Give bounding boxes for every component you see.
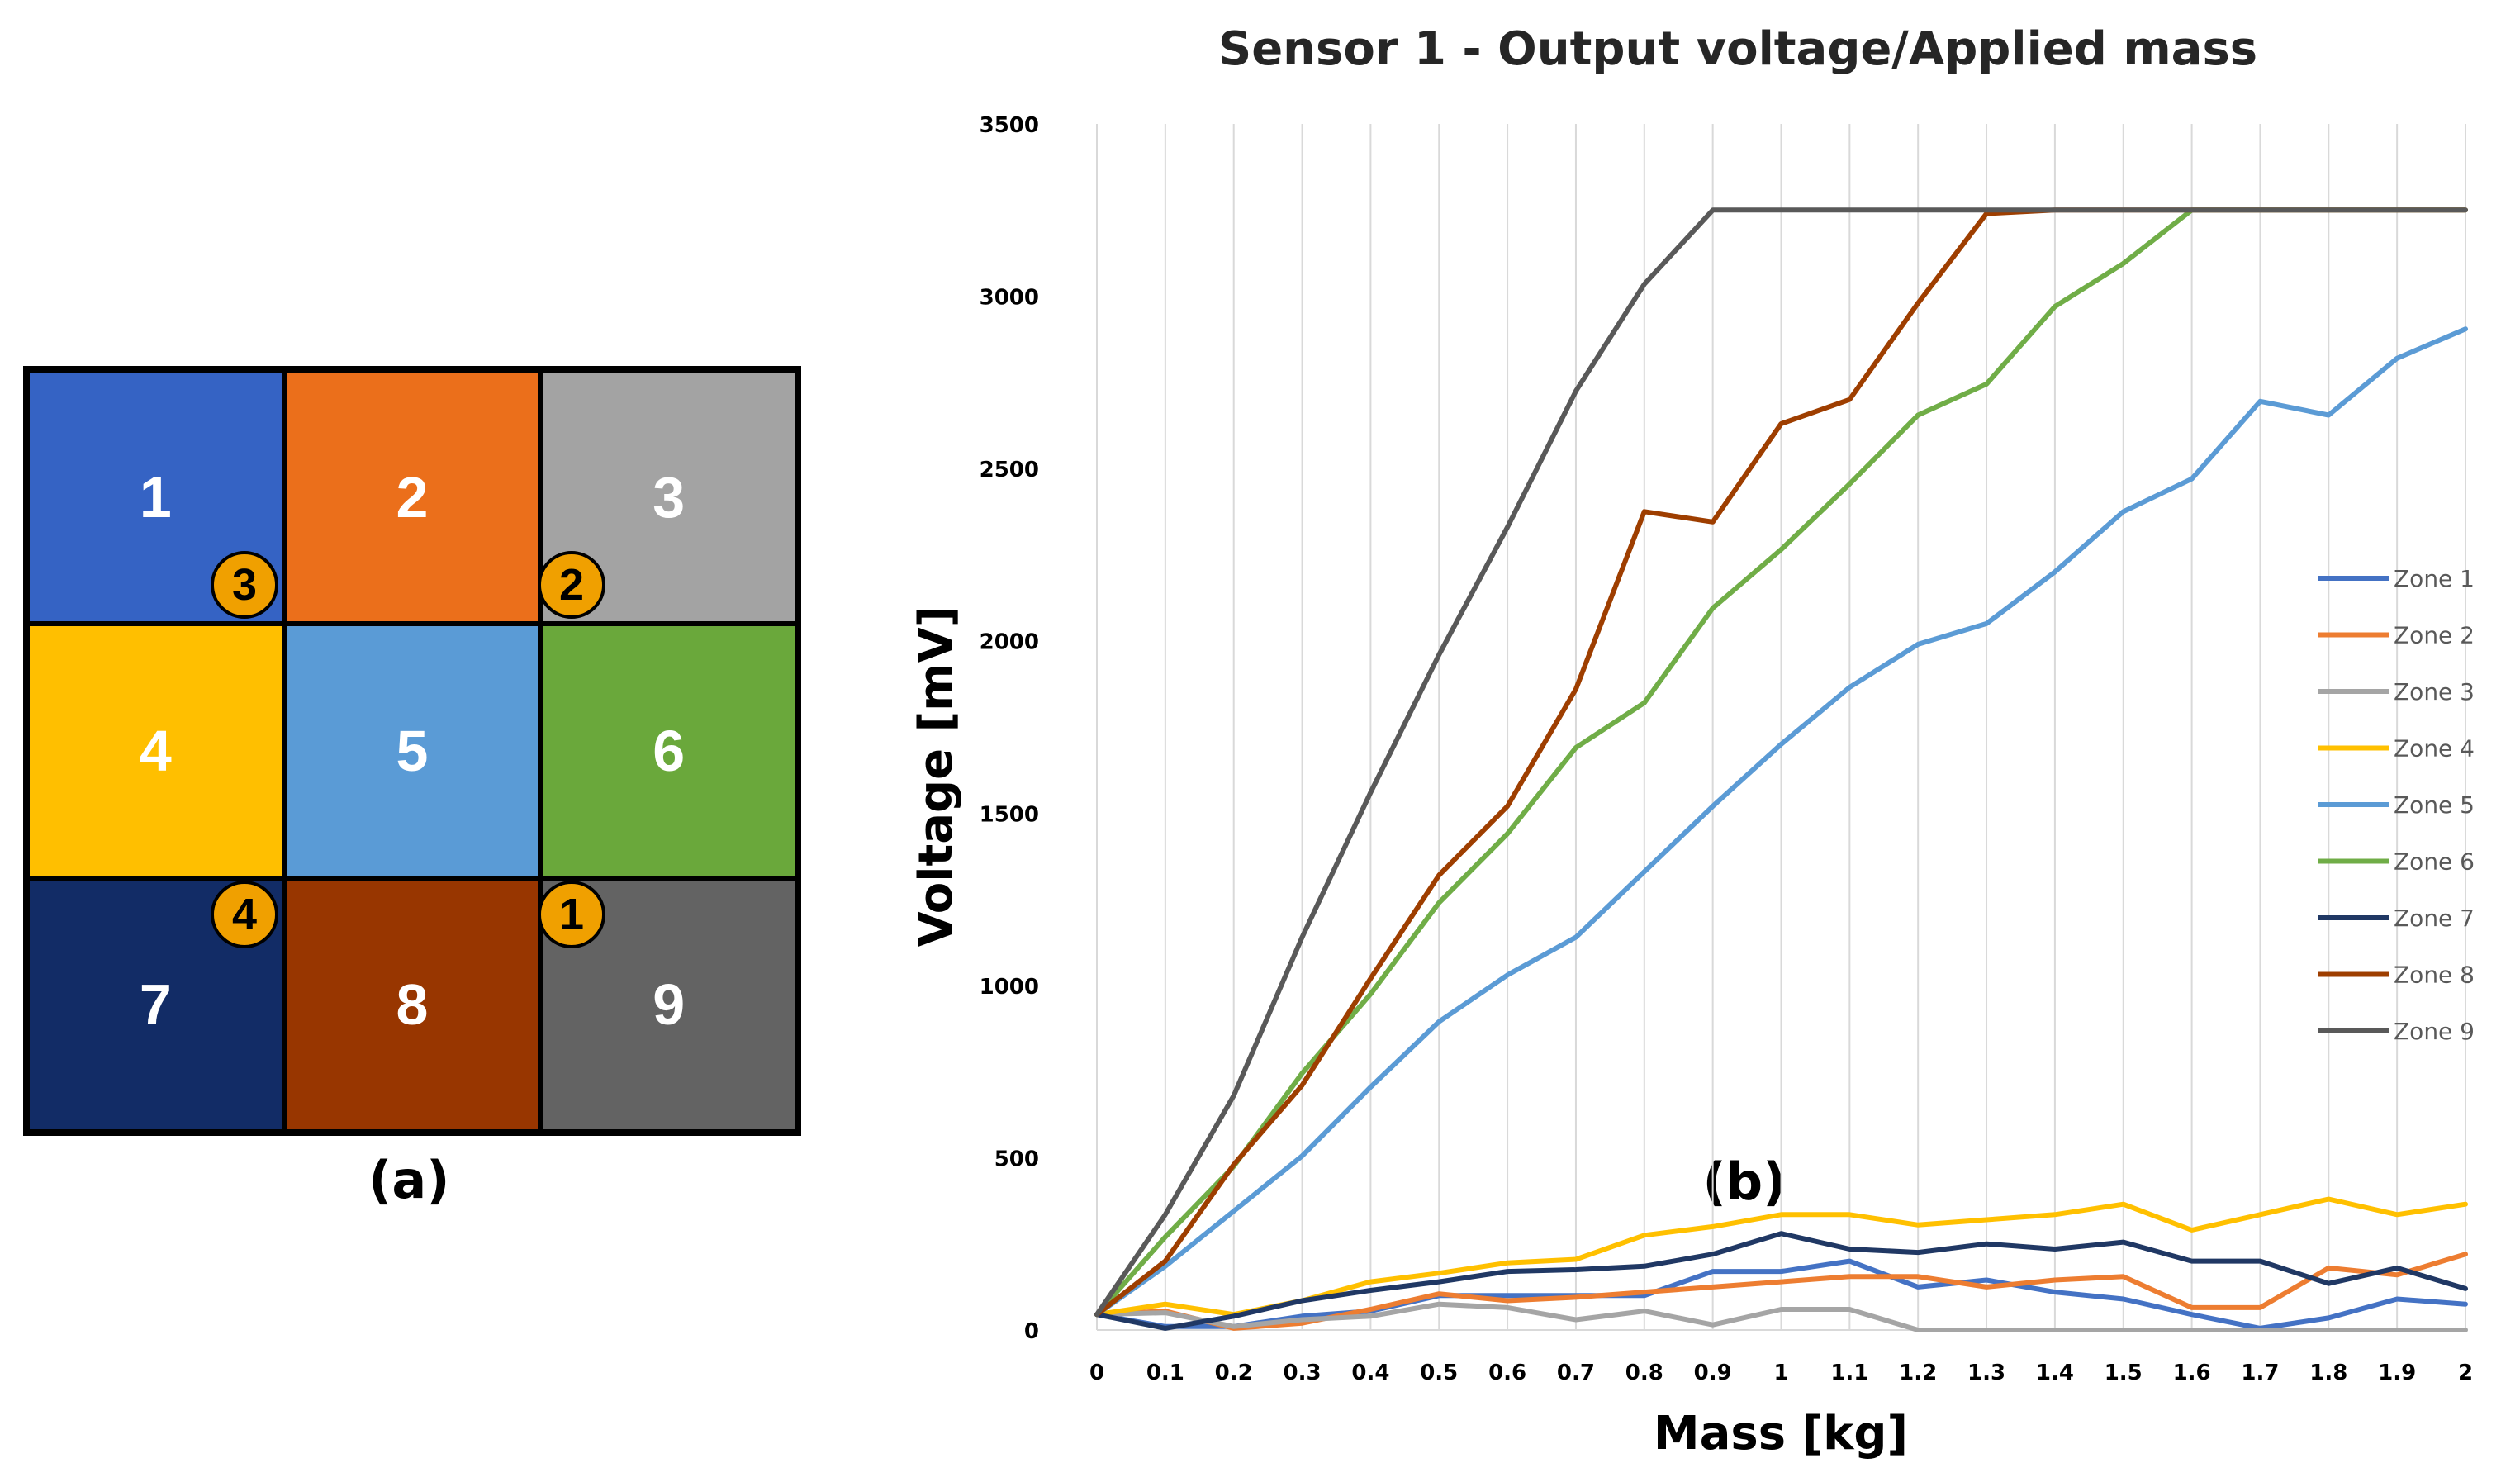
x-tick-label: 1.4 (2036, 1361, 2074, 1385)
y-tick-label: 3500 (980, 113, 1039, 138)
legend-label-zone-5: Zone 5 (2394, 791, 2475, 819)
x-tick-label: 0.2 (1215, 1361, 1253, 1385)
marker-1: 1 (538, 881, 605, 948)
legend-label-zone-9: Zone 9 (2394, 1018, 2475, 1045)
x-axis-label: Mass [kg] (1654, 1407, 1908, 1461)
x-tick-label: 0 (1089, 1361, 1104, 1385)
zone-cell-6: 6 (543, 626, 795, 876)
y-tick-label: 500 (994, 1147, 1039, 1171)
legend-label-zone-1: Zone 1 (2394, 565, 2475, 592)
x-tick-label: 0.3 (1284, 1361, 1322, 1385)
series-line-zone-1 (1094, 1258, 2468, 1331)
zone-cell-5: 5 (286, 626, 539, 876)
x-tick-label: 1 (1773, 1361, 1788, 1385)
zone-cell-3: 3 (543, 373, 795, 622)
legend: Zone 1 Zone 2 Zone 3 Zone 4 Zone 5 Zone 6 Zone… (2318, 565, 2475, 1045)
legend-label-zone-2: Zone 2 (2394, 622, 2475, 649)
series-line-zone-3 (1094, 1301, 2468, 1332)
x-tick-label: 0.7 (1557, 1361, 1595, 1385)
legend-label-zone-6: Zone 6 (2394, 848, 2475, 876)
x-tick-label: 0.1 (1146, 1361, 1184, 1385)
legend-label-zone-4: Zone 4 (2394, 735, 2475, 762)
legend-label-zone-3: Zone 3 (2394, 678, 2475, 705)
marker-3: 3 (211, 551, 278, 619)
y-axis-label: Voltage [mV] (909, 606, 963, 948)
x-tick-label: 1.9 (2378, 1361, 2416, 1385)
y-tick-label: 0 (1024, 1319, 1039, 1344)
x-tick-label: 0.9 (1694, 1361, 1732, 1385)
marker-4: 4 (211, 881, 278, 948)
series-lines (1094, 207, 2468, 1332)
x-tick-label: 1.2 (1899, 1361, 1937, 1385)
y-tick-label: 1500 (980, 802, 1039, 827)
x-tick-label: 1.3 (1967, 1361, 2005, 1385)
x-tick-label: 0.4 (1351, 1361, 1389, 1385)
x-tick-label: 1.7 (2241, 1361, 2279, 1385)
chart-title: Sensor 1 - Output voltage/Applied mass (1218, 22, 2257, 76)
series-line-zone-4 (1094, 1196, 2468, 1318)
y-tick-label: 2500 (980, 458, 1039, 482)
zone-cell-1: 1 (30, 373, 282, 622)
x-tick-label: 1.8 (2309, 1361, 2347, 1385)
x-tick-label: 0.5 (1420, 1361, 1458, 1385)
x-tick-label: 0.6 (1488, 1361, 1526, 1385)
series-line-zone-7 (1094, 1231, 2468, 1331)
axis-ticks: 0 0.1 0.2 0.3 0.4 0.5 0.6 0.7 0.8 0.9 1 1.1 1.2 1.3 1.… (980, 113, 2473, 1385)
zone-cell-4: 4 (30, 626, 282, 876)
series-line-zone-9 (1094, 207, 2468, 1318)
marker-2: 2 (538, 551, 605, 619)
x-tick-label: 1.1 (1830, 1361, 1868, 1385)
series-line-zone-5 (1094, 326, 2468, 1318)
zone-cell-8: 8 (286, 880, 539, 1129)
legend-label-zone-8: Zone 8 (2394, 962, 2475, 989)
chart-panel-label: (b) (1702, 1152, 1786, 1212)
legend-label-zone-7: Zone 7 (2394, 905, 2475, 932)
x-tick-label: 2 (2458, 1361, 2473, 1385)
x-tick-label: 1.6 (2173, 1361, 2211, 1385)
y-tick-label: 1000 (980, 975, 1039, 1000)
gridlines (1096, 124, 2466, 1331)
x-tick-label: 1.5 (2105, 1361, 2143, 1385)
x-tick-label: 0.8 (1625, 1361, 1663, 1385)
y-tick-label: 2000 (980, 630, 1039, 655)
zone-cell-2: 2 (286, 373, 539, 622)
panel-a-label: (a) (368, 1150, 450, 1210)
y-tick-label: 3000 (980, 286, 1039, 311)
